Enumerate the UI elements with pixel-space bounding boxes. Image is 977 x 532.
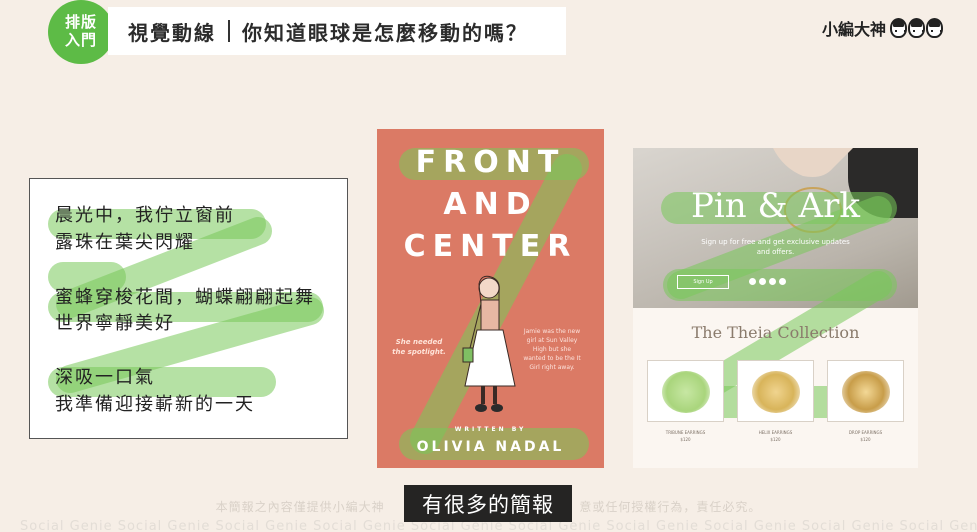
text-example-panel: 晨光中，我佇立窗前 露珠在葉尖閃耀 蜜蜂穿梭花間，蝴蝶翩翩起舞 世界寧靜美好 深…	[29, 178, 348, 439]
product-price: $120	[770, 437, 781, 442]
disclaimer-part: 本簡報之內容僅提供小編大神	[215, 500, 385, 514]
product-name: DROP EARRINGS	[848, 430, 883, 435]
title-question: 你知道眼球是怎麼移動的嗎？	[242, 20, 528, 45]
tagline-line: the spotlight.	[392, 348, 446, 356]
signup-line: and offers.	[756, 248, 795, 256]
author-name: OLIVIA NADAL	[416, 439, 565, 455]
product-name: TRIBUNE EARRINGS	[665, 430, 706, 435]
disclaimer-part: 意或任何授權行為，責任必究。	[579, 500, 762, 514]
product-label: TRIBUNE EARRINGS $120	[647, 429, 724, 443]
earring-image	[752, 371, 800, 413]
twitter-icon	[769, 278, 776, 285]
poem-line: 晨光中，我佇立窗前	[55, 205, 235, 226]
category-badge: 排版 入門	[48, 0, 114, 64]
product-price: $120	[860, 437, 871, 442]
blurb: Jamie was the new girl at Sun Valley Hig…	[523, 327, 581, 372]
product-name: HELIX EARRINGS	[758, 430, 793, 435]
book-title-line: AND	[443, 187, 538, 222]
written-by-label: WRITTEN BY	[454, 426, 527, 433]
slide-title: 視覺動線 你知道眼球是怎麼移動的嗎？	[108, 7, 566, 55]
poem-line: 我準備迎接嶄新的一天	[55, 394, 255, 415]
girl-illustration	[462, 275, 516, 412]
title-divider	[228, 20, 230, 42]
blurb-line: High but she	[532, 346, 572, 353]
earring-image	[842, 371, 890, 413]
poem-line: 世界寧靜美好	[55, 313, 175, 334]
book-cover-panel: FRONT AND CENTER She needed the spotligh…	[377, 129, 604, 468]
product-card	[647, 360, 724, 422]
blurb-line: Jamie was the new	[523, 328, 581, 335]
badge-line-1: 排版	[64, 13, 97, 31]
brand-logo: 小編大神	[822, 16, 944, 40]
product-card	[737, 360, 814, 422]
poem-line: 深吸一口氣	[55, 367, 155, 388]
tagline: She needed the spotlight.	[391, 337, 447, 357]
earring-image	[662, 371, 710, 413]
badge-line-2: 入門	[64, 31, 97, 49]
blurb-line: girl at Sun Valley	[526, 337, 578, 344]
poem-line: 蜜蜂穿梭花間，蝴蝶翩翩起舞	[55, 287, 315, 308]
video-subtitle: 有很多的簡報	[404, 485, 572, 522]
disclaimer: 本簡報之內容僅提供小編大神 意或任何授權行為，責任必究。	[0, 498, 977, 515]
product-label: HELIX EARRINGS $120	[737, 429, 814, 443]
website-panel: Pin & Ark Sign up for free and get exclu…	[633, 148, 918, 468]
instagram-icon	[759, 278, 766, 285]
blurb-line: Girl right away.	[529, 364, 575, 371]
brand-name: Pin & Ark	[691, 186, 860, 226]
blurb-line: wanted to be the It	[523, 355, 581, 362]
pinterest-icon	[779, 278, 786, 285]
z-path-diagonals	[56, 217, 324, 393]
book-title-line: FRONT	[415, 145, 566, 180]
product-price: $120	[680, 437, 691, 442]
tagline-line: She needed	[395, 338, 443, 346]
facebook-icon	[749, 278, 756, 285]
product-label: DROP EARRINGS $120	[827, 429, 904, 443]
logo-text: 小編大神	[822, 20, 887, 39]
book-title-line: CENTER	[403, 229, 578, 264]
signup-line: Sign up for free and get exclusive updat…	[701, 238, 850, 246]
social-icons	[749, 278, 786, 285]
signup-text: Sign up for free and get exclusive updat…	[633, 237, 918, 257]
poem-line: 露珠在葉尖閃耀	[55, 232, 195, 253]
watermark: Social Genie Social Genie Social Genie S…	[20, 519, 977, 532]
title-topic: 視覺動線	[128, 20, 216, 45]
signup-button: Sign Up	[677, 275, 729, 289]
product-card	[827, 360, 904, 422]
collection-title: The Theia Collection	[691, 323, 860, 342]
three-faces-icon	[890, 18, 944, 38]
